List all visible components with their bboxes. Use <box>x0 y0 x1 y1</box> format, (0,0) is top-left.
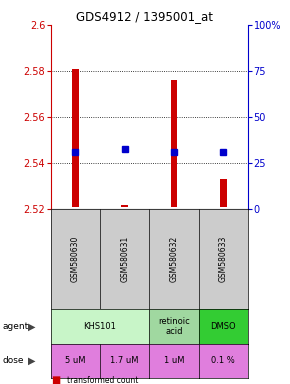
Text: GSM580630: GSM580630 <box>71 236 80 282</box>
Text: GSM580632: GSM580632 <box>169 236 179 282</box>
Text: transformed count: transformed count <box>67 376 138 384</box>
Text: retinoic
acid: retinoic acid <box>158 317 190 336</box>
Text: ▶: ▶ <box>28 356 35 366</box>
Text: 5 uM: 5 uM <box>65 356 86 366</box>
Text: ■: ■ <box>51 375 60 384</box>
Text: ▶: ▶ <box>28 321 35 331</box>
Bar <box>220 179 226 207</box>
Text: KHS101: KHS101 <box>84 322 117 331</box>
Text: 1.7 uM: 1.7 uM <box>110 356 139 366</box>
Text: GDS4912 / 1395001_at: GDS4912 / 1395001_at <box>77 10 213 23</box>
Text: GSM580631: GSM580631 <box>120 236 129 282</box>
Text: GSM580633: GSM580633 <box>219 236 228 282</box>
Bar <box>122 205 128 207</box>
Bar <box>171 80 177 207</box>
Text: dose: dose <box>3 356 24 366</box>
Text: 1 uM: 1 uM <box>164 356 184 366</box>
Text: DMSO: DMSO <box>211 322 236 331</box>
Text: 0.1 %: 0.1 % <box>211 356 235 366</box>
Text: agent: agent <box>3 322 29 331</box>
Bar <box>72 69 79 207</box>
